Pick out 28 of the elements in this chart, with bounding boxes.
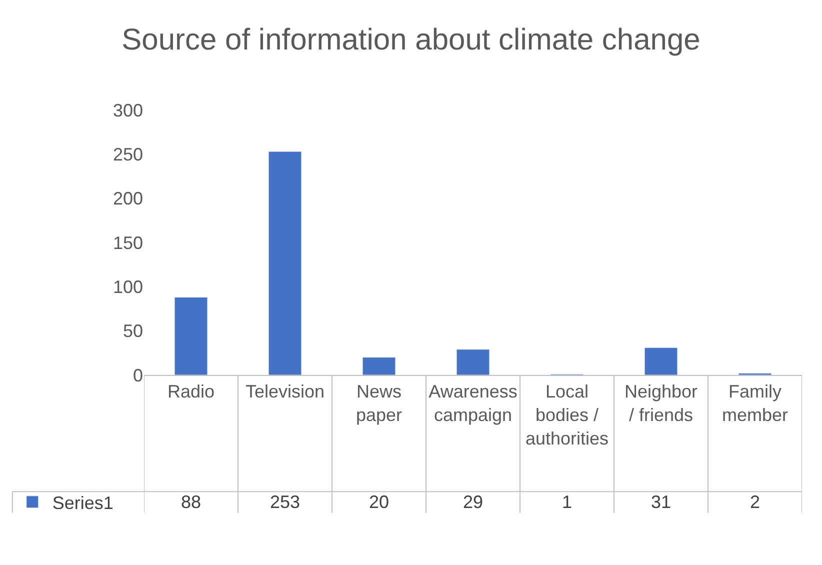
bar <box>362 357 396 375</box>
y-tick-label: 150 <box>112 232 143 253</box>
x-tick-label: News paper <box>356 382 402 425</box>
y-tick-label: 200 <box>112 188 143 209</box>
bar <box>174 297 208 375</box>
y-tick-label: 0 <box>132 365 143 386</box>
data-label: 20 <box>369 492 390 512</box>
data-label: 253 <box>270 492 300 512</box>
y-tick-label: 100 <box>112 276 143 297</box>
y-tick-label: 50 <box>122 321 143 342</box>
x-tick-label: Awareness campaign <box>428 382 518 425</box>
chart-title: Source of information about climate change <box>122 23 700 56</box>
bar <box>644 347 678 375</box>
data-label: 88 <box>181 492 202 512</box>
y-tick-label: 300 <box>112 100 143 120</box>
data-label: 1 <box>562 492 572 512</box>
bar <box>268 151 302 375</box>
x-tick-label: Neighbor / friends <box>624 382 698 425</box>
y-tick-label: 250 <box>112 144 143 164</box>
legend-label: Series1 <box>52 492 114 513</box>
x-tick-label: Television <box>245 382 325 402</box>
data-label: 29 <box>463 492 484 512</box>
x-tick-label: Family member <box>722 382 788 425</box>
data-label: 2 <box>750 492 760 512</box>
data-label: 31 <box>651 492 672 512</box>
x-tick-label: Radio <box>167 382 215 402</box>
x-tick-label: Local bodies / authorities <box>525 382 609 448</box>
bar <box>456 349 490 375</box>
